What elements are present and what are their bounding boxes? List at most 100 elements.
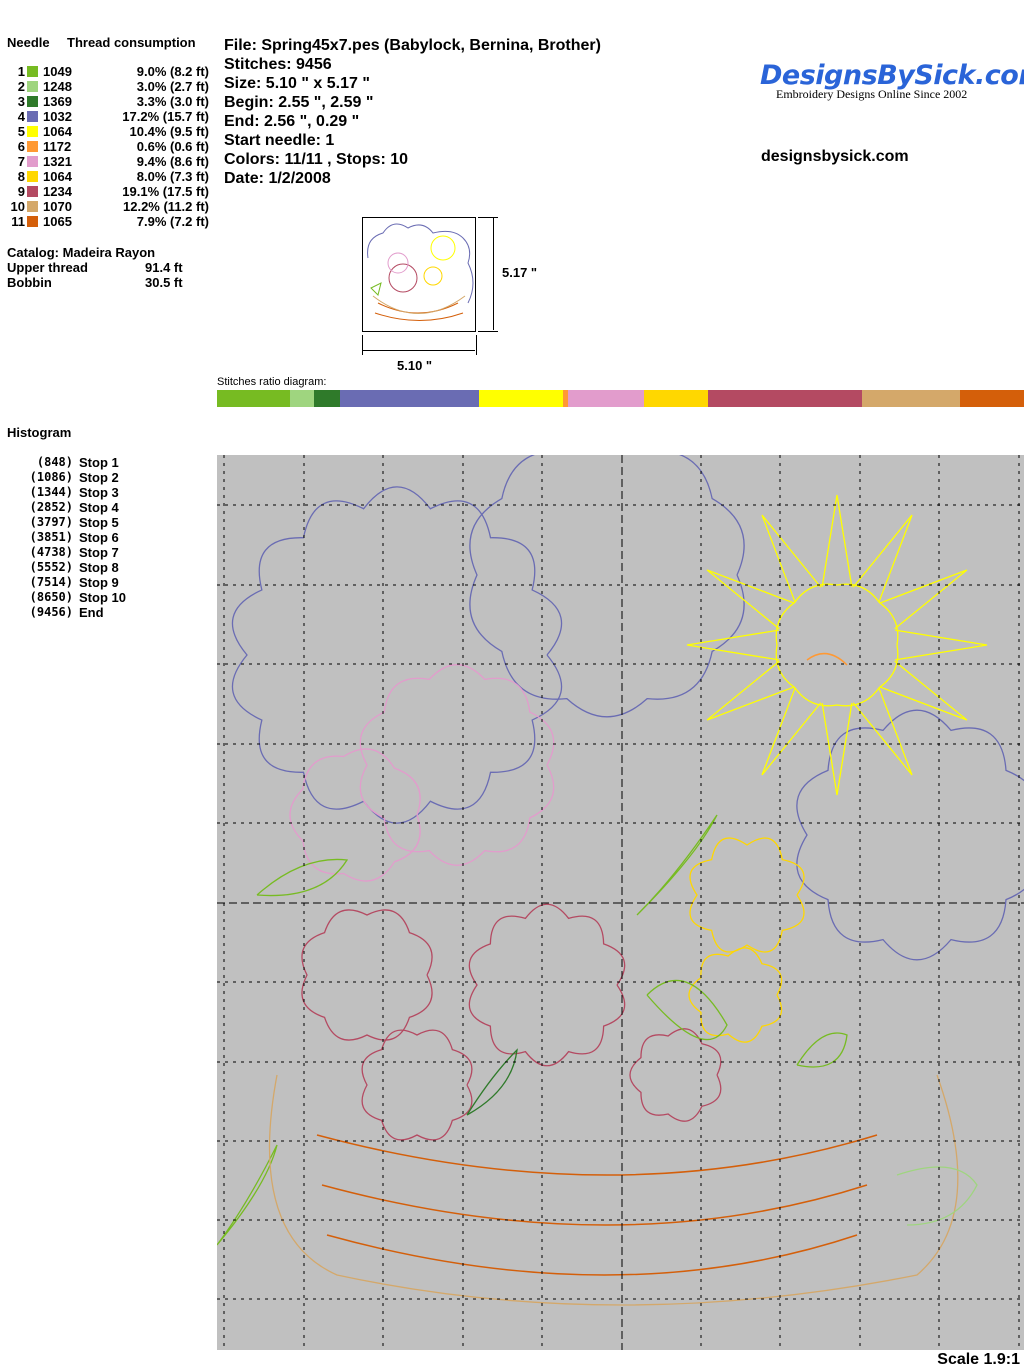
stitch-path (689, 837, 805, 953)
stitch-path (289, 748, 421, 882)
thread-code: 1064 (43, 124, 72, 139)
logo-tagline: Embroidery Designs Online Since 2002 (776, 87, 968, 101)
date: Date: 1/2/2008 (224, 170, 331, 187)
logo-text: DesignsBySick.com (760, 60, 1024, 91)
color-swatch (27, 186, 38, 197)
ratio-label: Stitches ratio diagram: (217, 376, 327, 388)
thread-consumption: 9.4% (8.6 ft) (136, 154, 209, 169)
stop-count: (1086) (29, 470, 73, 484)
needle-row: 8 1064 8.0% (7.3 ft) (0, 169, 215, 184)
catalog-label: Catalog: Madeira Rayon (7, 245, 156, 260)
needle-number: 2 (17, 79, 25, 94)
start-needle: Start needle: 1 (224, 132, 335, 149)
needle-row: 10 1070 12.2% (11.2 ft) (0, 199, 215, 214)
color-swatch (27, 216, 38, 227)
stop-label: Stop 8 (79, 560, 119, 575)
scale-label: Scale 1.9:1 (937, 1351, 1020, 1368)
stitch-path (268, 1074, 959, 1306)
stop-count: (2852) (29, 500, 73, 514)
needle-number: 10 (10, 199, 25, 214)
stitch-path (796, 1032, 848, 1068)
site-url[interactable]: designsbysick.com (761, 148, 909, 165)
ratio-segment (643, 390, 708, 407)
stitch-path (895, 629, 988, 661)
stitch-ratio-bar (217, 390, 1024, 407)
width-dim-line (362, 350, 475, 351)
thread-code: 1172 (43, 139, 72, 154)
stitch-path (468, 903, 626, 1067)
ratio-segment (479, 390, 563, 407)
stitch-path (806, 652, 848, 666)
stitch-path (316, 1134, 878, 1176)
stitch-path (636, 814, 718, 916)
size: Size: 5.10 " x 5.17 " (224, 75, 370, 92)
stitch-path (706, 569, 795, 630)
stop-count: (848) (36, 455, 73, 469)
stop-label: Stop 5 (79, 515, 119, 530)
stitch-path (706, 660, 795, 721)
thread-code: 1321 (43, 154, 72, 169)
color-swatch (27, 171, 38, 182)
stitch-path (231, 486, 563, 824)
stop-label: Stop 9 (79, 575, 119, 590)
ratio-segment (289, 390, 314, 407)
width-label: 5.10 " (397, 358, 433, 373)
stitch-path (761, 514, 822, 603)
stitch-count: Stitches: 9456 (224, 56, 332, 73)
thread-consumption: 8.0% (7.3 ft) (136, 169, 209, 184)
needle-number: 9 (17, 184, 25, 199)
stitch-path (761, 687, 822, 776)
stitch-path (796, 709, 1024, 961)
needle-number: 8 (17, 169, 25, 184)
thread-consumption: 3.0% (2.7 ft) (136, 79, 209, 94)
stitch-path (466, 1048, 518, 1116)
needle-number: 7 (17, 154, 25, 169)
stop-count: (8650) (29, 590, 73, 604)
logo[interactable]: DesignsBySick.com Embroidery Designs Onl… (760, 60, 1024, 102)
stitch-path (879, 660, 968, 721)
ratio-segment (960, 390, 1024, 407)
stop-label: Stop 7 (79, 545, 119, 560)
design-info: File: Spring45x7.pes (Babylock, Bernina,… (224, 36, 601, 188)
stitch-path (256, 858, 349, 897)
thread-consumption: 0.6% (0.6 ft) (136, 139, 209, 154)
stitch-path (686, 629, 779, 661)
needle-row: 6 1172 0.6% (0.6 ft) (0, 139, 215, 154)
stitch-path (646, 979, 728, 1041)
thread-code: 1064 (43, 169, 72, 184)
design-thumbnail (362, 217, 476, 332)
color-swatch (27, 66, 38, 77)
stitch-path (629, 1028, 722, 1122)
color-swatch (27, 96, 38, 107)
needle-number: 6 (17, 139, 25, 154)
color-swatch (27, 201, 38, 212)
color-swatch (27, 141, 38, 152)
thread-consumption: 7.9% (7.2 ft) (136, 214, 209, 229)
needle-row: 4 1032 17.2% (15.7 ft) (0, 109, 215, 124)
thread-consumption: 19.1% (17.5 ft) (122, 184, 209, 199)
ratio-segment (708, 390, 862, 407)
color-swatch (27, 156, 38, 167)
needle-row: 3 1369 3.3% (3.0 ft) (0, 94, 215, 109)
stitch-path (879, 569, 968, 630)
stitch-path (688, 947, 783, 1043)
ratio-segment (562, 390, 568, 407)
stop-count: (9456) (29, 605, 73, 619)
stop-label: End (79, 605, 104, 620)
design-preview (216, 432, 1024, 1350)
thread-code: 1369 (43, 94, 72, 109)
needle-number: 11 (11, 214, 25, 229)
stitch-path (301, 909, 433, 1041)
thumbnail-image (367, 223, 474, 321)
end: End: 2.56 ", 0.29 " (224, 113, 360, 130)
width-dim (362, 335, 477, 355)
needle-number: 1 (17, 64, 25, 79)
stitch-path (821, 703, 853, 796)
thread-code: 1065 (43, 214, 72, 229)
stop-count: (4738) (29, 545, 73, 559)
stitch-path (326, 1234, 858, 1276)
height-dim-line (493, 217, 494, 330)
ratio-segment (567, 390, 644, 407)
bobbin-value: 30.5 ft (145, 275, 183, 290)
thread-code: 1070 (43, 199, 72, 214)
